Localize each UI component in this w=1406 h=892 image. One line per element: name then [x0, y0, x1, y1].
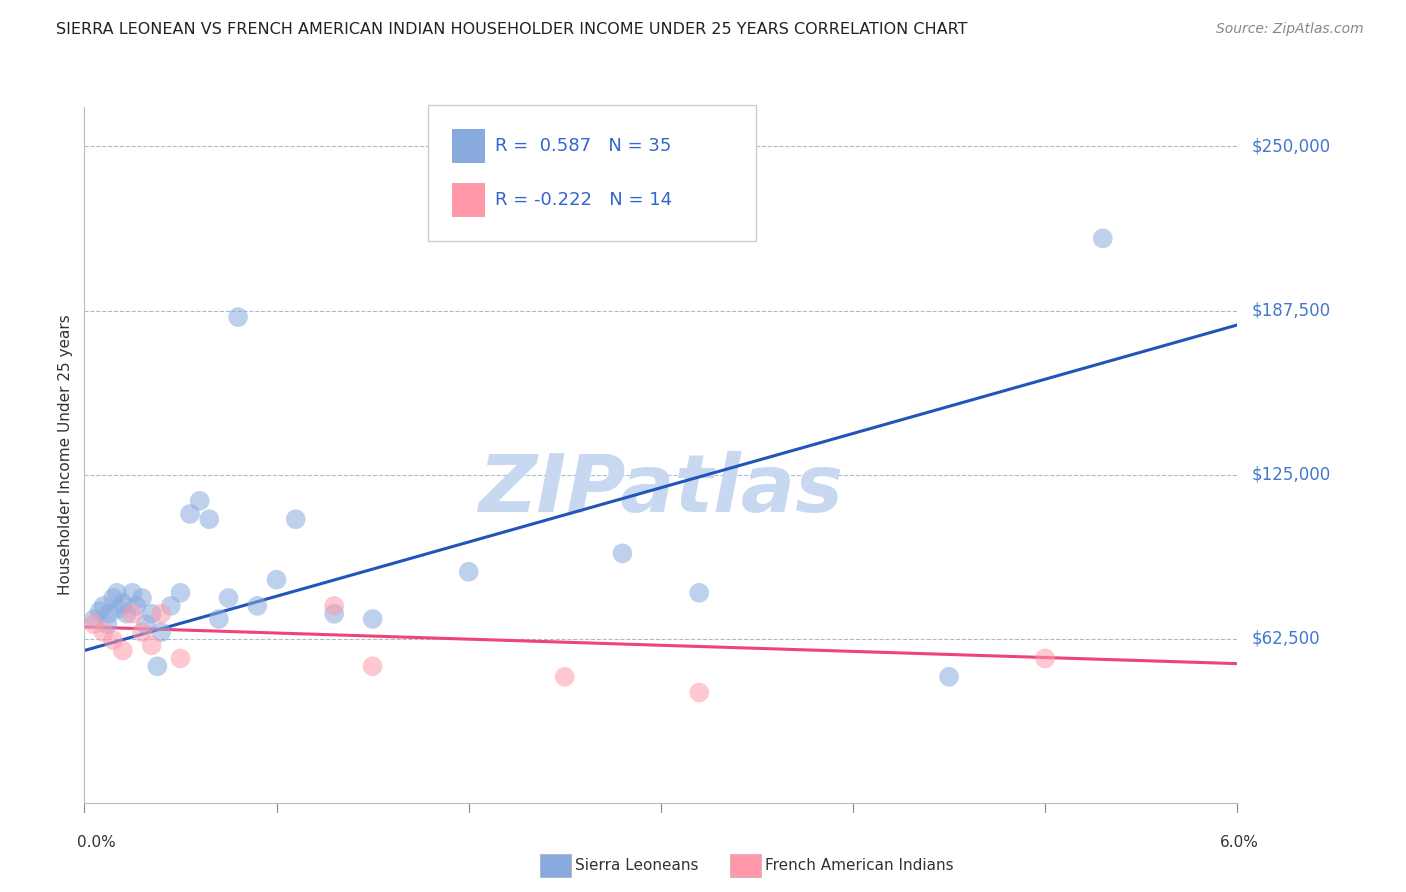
Point	[188, 494, 211, 508]
Point	[323, 599, 346, 613]
Text: $62,500: $62,500	[1251, 630, 1320, 648]
Point	[938, 670, 960, 684]
Point	[217, 591, 239, 605]
Text: $125,000: $125,000	[1251, 466, 1330, 483]
Point	[121, 586, 143, 600]
Y-axis label: Householder Income Under 25 years: Householder Income Under 25 years	[58, 315, 73, 595]
Point	[246, 599, 269, 613]
Point	[361, 659, 384, 673]
Text: ZIPatlas: ZIPatlas	[478, 450, 844, 529]
Point	[146, 659, 169, 673]
Point	[150, 625, 173, 640]
Text: $250,000: $250,000	[1251, 137, 1330, 155]
Point	[361, 612, 384, 626]
Point	[284, 512, 307, 526]
Point	[93, 625, 115, 640]
Point	[89, 604, 111, 618]
Text: R = -0.222   N = 14: R = -0.222 N = 14	[495, 192, 672, 210]
Text: 0.0%: 0.0%	[77, 836, 117, 850]
Point	[323, 607, 346, 621]
Point	[160, 599, 183, 613]
Point	[111, 596, 134, 610]
Point	[554, 670, 576, 684]
Point	[83, 612, 105, 626]
Point	[208, 612, 231, 626]
Point	[135, 617, 157, 632]
Text: $187,500: $187,500	[1251, 301, 1330, 319]
Text: 6.0%: 6.0%	[1219, 836, 1258, 850]
Text: French American Indians: French American Indians	[765, 858, 953, 872]
Text: R =  0.587   N = 35: R = 0.587 N = 35	[495, 137, 672, 155]
Point	[115, 607, 138, 621]
Point	[169, 586, 191, 600]
Point	[612, 546, 634, 560]
Point	[141, 607, 163, 621]
Point	[150, 607, 173, 621]
Point	[141, 638, 163, 652]
Point	[125, 599, 148, 613]
Point	[98, 607, 121, 621]
Point	[1091, 231, 1114, 245]
Point	[131, 625, 153, 640]
Point	[179, 507, 201, 521]
Point	[121, 607, 143, 621]
Point	[169, 651, 191, 665]
Point	[1033, 651, 1056, 665]
Point	[96, 617, 118, 632]
Point	[131, 591, 153, 605]
Point	[93, 599, 115, 613]
Text: Source: ZipAtlas.com: Source: ZipAtlas.com	[1216, 22, 1364, 37]
Point	[83, 617, 105, 632]
Point	[688, 586, 710, 600]
Point	[457, 565, 479, 579]
Point	[226, 310, 249, 324]
Text: SIERRA LEONEAN VS FRENCH AMERICAN INDIAN HOUSEHOLDER INCOME UNDER 25 YEARS CORRE: SIERRA LEONEAN VS FRENCH AMERICAN INDIAN…	[56, 22, 967, 37]
Point	[108, 601, 131, 615]
Point	[111, 643, 134, 657]
Point	[103, 591, 124, 605]
Point	[688, 685, 710, 699]
Text: Sierra Leoneans: Sierra Leoneans	[575, 858, 699, 872]
Point	[266, 573, 288, 587]
Point	[198, 512, 221, 526]
Point	[105, 586, 128, 600]
Point	[103, 633, 124, 648]
